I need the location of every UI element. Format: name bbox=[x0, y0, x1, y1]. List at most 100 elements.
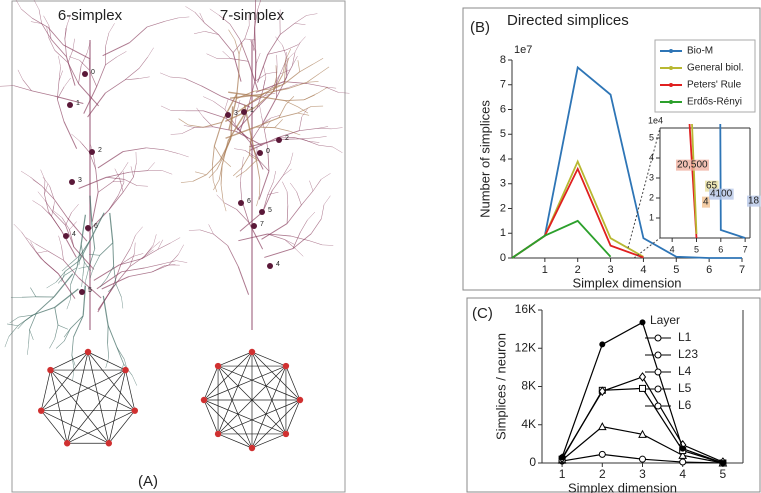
neurite bbox=[76, 244, 82, 268]
neurite bbox=[132, 375, 138, 386]
neurite bbox=[124, 68, 140, 81]
neurite bbox=[255, 160, 261, 180]
neurite bbox=[274, 127, 290, 132]
neurite bbox=[17, 314, 33, 327]
x-tick-label: 2 bbox=[599, 467, 606, 481]
neurite bbox=[183, 125, 195, 128]
neurite bbox=[107, 284, 117, 293]
neurite bbox=[286, 191, 289, 206]
neurite bbox=[66, 14, 71, 26]
legend-label: Peters' Rule bbox=[687, 80, 742, 91]
graph-edge bbox=[125, 369, 136, 411]
x-tick-label: 5 bbox=[694, 244, 699, 254]
series-line bbox=[719, 124, 746, 239]
graph-edge bbox=[203, 399, 287, 435]
neurite bbox=[178, 16, 190, 19]
neurite bbox=[41, 185, 55, 200]
graph-edge bbox=[67, 410, 135, 444]
panel-title: 7-simplex bbox=[220, 7, 285, 24]
neurite bbox=[30, 287, 37, 297]
neurite bbox=[263, 66, 267, 77]
neurite bbox=[338, 92, 350, 94]
y-tick-label: 3 bbox=[649, 172, 654, 182]
neurite bbox=[0, 85, 14, 87]
neurite bbox=[230, 106, 234, 139]
node-label: 6 bbox=[247, 198, 251, 205]
neurite bbox=[241, 156, 244, 168]
neurite bbox=[116, 347, 125, 360]
neurite bbox=[4, 336, 9, 348]
neurite bbox=[102, 42, 130, 57]
neurite bbox=[211, 146, 215, 166]
graph-edge bbox=[40, 410, 68, 444]
neurite bbox=[113, 266, 117, 285]
neurite bbox=[276, 76, 288, 99]
graph-node bbox=[63, 440, 71, 447]
neurite bbox=[63, 328, 71, 342]
neurite bbox=[301, 107, 309, 118]
neurite bbox=[264, 129, 269, 148]
neurite bbox=[292, 51, 296, 66]
graph-edge bbox=[203, 399, 219, 435]
y-tick-label: 3 bbox=[500, 178, 506, 190]
x-tick-label: 5 bbox=[720, 467, 727, 481]
neurite bbox=[141, 249, 158, 259]
neurite bbox=[254, 0, 257, 21]
graph-node bbox=[200, 396, 208, 404]
neurite bbox=[101, 276, 130, 290]
neurite bbox=[13, 223, 22, 233]
y-tick-label: 8K bbox=[521, 379, 536, 393]
neurite bbox=[160, 105, 172, 111]
neurite bbox=[112, 242, 115, 267]
neurite bbox=[157, 239, 164, 250]
neurite bbox=[64, 267, 78, 276]
neurite bbox=[130, 235, 136, 249]
neurite bbox=[129, 253, 135, 267]
graph-edge bbox=[41, 410, 109, 444]
neurite bbox=[52, 211, 66, 226]
neurite bbox=[46, 26, 49, 38]
neurite bbox=[88, 151, 96, 170]
neurite bbox=[244, 25, 250, 40]
neurite bbox=[122, 162, 129, 172]
legend-swatch bbox=[669, 100, 673, 104]
neurite bbox=[83, 86, 98, 114]
neurite bbox=[257, 0, 262, 10]
panel-c-frame bbox=[466, 297, 761, 493]
neurite bbox=[282, 168, 292, 176]
neurite bbox=[61, 271, 66, 282]
graph-edge bbox=[251, 351, 287, 367]
x-tick-label: 6 bbox=[718, 244, 723, 254]
soma bbox=[85, 225, 91, 231]
neurite bbox=[303, 94, 315, 101]
graph-edge bbox=[41, 369, 126, 411]
soma bbox=[259, 209, 265, 215]
neurite bbox=[81, 143, 90, 153]
graph-node bbox=[47, 366, 54, 374]
neurite bbox=[206, 160, 221, 176]
neurite bbox=[112, 171, 123, 182]
neurite bbox=[178, 118, 189, 126]
neurite bbox=[247, 61, 259, 90]
neurite bbox=[129, 255, 145, 268]
neurite bbox=[254, 9, 259, 28]
neurite bbox=[185, 6, 195, 13]
neurite bbox=[267, 233, 291, 237]
neurite bbox=[241, 154, 250, 169]
neurite bbox=[213, 179, 220, 191]
neurite bbox=[107, 325, 109, 344]
neurite bbox=[289, 130, 301, 136]
neurite bbox=[272, 175, 284, 191]
neurite bbox=[325, 86, 339, 93]
neurite bbox=[238, 42, 243, 55]
neurite bbox=[53, 273, 74, 298]
neurite bbox=[105, 56, 118, 66]
soma bbox=[79, 289, 85, 295]
neurite bbox=[41, 23, 52, 40]
neurite bbox=[204, 22, 219, 35]
neurite bbox=[309, 180, 314, 192]
annotation-bg bbox=[676, 159, 710, 171]
neurite bbox=[212, 126, 236, 132]
node-label: 2 bbox=[285, 135, 289, 142]
neurite bbox=[157, 242, 171, 250]
